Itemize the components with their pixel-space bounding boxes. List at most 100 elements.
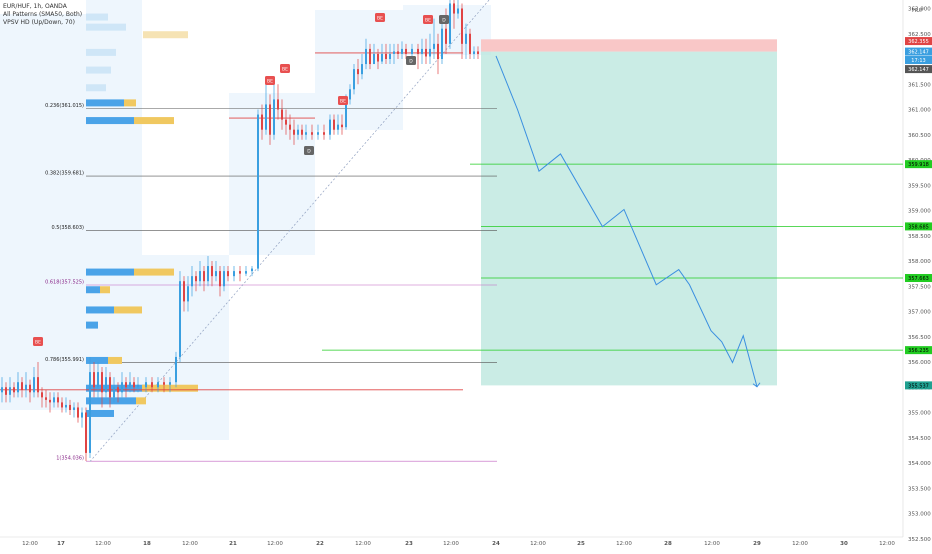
indicator-vpsv[interactable]: VPSV HD (Up/Down, 70) <box>3 19 75 26</box>
pattern-badge-label: BE <box>282 67 288 73</box>
candle-body <box>269 104 271 135</box>
candle-body <box>393 51 395 54</box>
price-tick-label: 356.500 <box>908 335 931 341</box>
volume-profile-bar <box>124 99 136 107</box>
candle-body <box>223 271 225 287</box>
time-tick-label: 21 <box>229 541 237 547</box>
price-tick-label: 357.500 <box>908 284 931 290</box>
price-tick-label: 355.000 <box>908 411 931 417</box>
candle-body <box>179 281 181 357</box>
candle-body <box>465 33 467 44</box>
time-tick-label: 12:00 <box>879 541 895 547</box>
fib-level-label: 0.236(361.015) <box>45 103 84 109</box>
price-tick-label: 352.500 <box>908 537 931 543</box>
price-tick-label: 362.500 <box>908 32 931 38</box>
candle-body <box>203 271 205 282</box>
pattern-badge-label: BE <box>377 16 383 22</box>
candle-body <box>305 132 307 135</box>
candle-body <box>289 124 291 130</box>
candle-body <box>17 382 19 393</box>
candle-body <box>113 387 115 398</box>
price-tick-label: 359.000 <box>908 209 931 215</box>
candle-body <box>117 387 119 393</box>
time-tick-label: 30 <box>840 541 848 547</box>
candle-body <box>81 412 83 418</box>
candle-body <box>215 271 217 277</box>
candle-body <box>373 53 375 65</box>
current-price-label: 362.355 <box>908 39 929 45</box>
stop-zone[interactable] <box>481 39 777 52</box>
volume-profile-bar <box>86 397 136 405</box>
price-tick-label: 358.500 <box>908 234 931 240</box>
candle-body <box>41 392 43 398</box>
pattern-badge[interactable] <box>33 337 43 346</box>
pattern-badge[interactable] <box>280 64 290 73</box>
candle-body <box>349 89 351 100</box>
current-price-label: 17:13 <box>911 58 925 64</box>
volume-profile-bar <box>86 99 124 107</box>
candle-body <box>341 124 343 128</box>
target-level-label: 357.663 <box>908 276 929 282</box>
candle-body <box>273 99 275 135</box>
pattern-badge-label: D <box>442 18 446 24</box>
time-tick-label: 12:00 <box>22 541 38 547</box>
pattern-badge[interactable] <box>439 15 449 24</box>
pattern-badge-label: D <box>307 149 311 155</box>
pattern-badge[interactable] <box>406 56 416 65</box>
time-tick-label: 17 <box>57 541 65 547</box>
candle-body <box>69 404 71 410</box>
current-price-badge <box>905 37 932 46</box>
fib-level-label: 0.786(355.991) <box>45 357 84 363</box>
price-tick-label: 354.500 <box>908 436 931 442</box>
candle-body <box>1 387 3 393</box>
symbol-line[interactable]: EUR/HUF, 1h, OANDA <box>3 3 67 10</box>
time-tick-label: 12:00 <box>530 541 546 547</box>
target-level-badge <box>905 381 932 390</box>
volume-profile-bar <box>86 306 114 314</box>
volume-profile-bar <box>108 356 122 364</box>
candle-body <box>417 48 419 54</box>
pattern-badge[interactable] <box>423 15 433 24</box>
candle-body <box>297 129 299 135</box>
candle-body <box>195 276 197 282</box>
price-tick-label: 358.000 <box>908 259 931 265</box>
candle-body <box>61 402 63 408</box>
current-price-badge <box>905 65 932 74</box>
pattern-badge[interactable] <box>265 76 275 85</box>
pattern-badge-label: BE <box>35 340 41 346</box>
indicator-patterns[interactable]: All Patterns (SMA50, Both) <box>3 11 83 18</box>
candle-body <box>473 51 475 54</box>
candle-body <box>345 99 347 128</box>
candle-body <box>105 377 107 393</box>
candle-body <box>151 382 153 388</box>
candle-body <box>333 119 335 130</box>
candle-body <box>219 271 221 287</box>
candle-body <box>73 407 75 410</box>
volume-profile-bar <box>86 23 126 31</box>
time-tick-label: 12:00 <box>616 541 632 547</box>
target-level-label: 355.537 <box>908 383 929 389</box>
candle-body <box>251 268 253 272</box>
candle-body <box>53 397 55 403</box>
candle-body <box>137 384 139 388</box>
candle-body <box>187 286 189 302</box>
chart-legend: EUR/HUF, 1h, OANDA All Patterns (SMA50, … <box>3 3 82 27</box>
projection-path[interactable] <box>495 55 758 387</box>
candle-body <box>457 8 459 14</box>
candle-body <box>301 129 303 135</box>
pattern-badge[interactable] <box>304 146 314 155</box>
candle-body <box>45 397 47 400</box>
candle-body <box>157 382 159 388</box>
session-panel <box>0 14 86 410</box>
candle-body <box>77 407 79 418</box>
current-price-badge <box>905 47 932 56</box>
candle-body <box>461 8 463 44</box>
target-zone[interactable] <box>481 51 777 386</box>
pattern-badge[interactable] <box>338 96 348 105</box>
fib-level-label: 1(354.036) <box>56 456 84 462</box>
candle-body <box>449 3 451 44</box>
pattern-badge[interactable] <box>375 13 385 22</box>
candle-body <box>207 266 209 282</box>
